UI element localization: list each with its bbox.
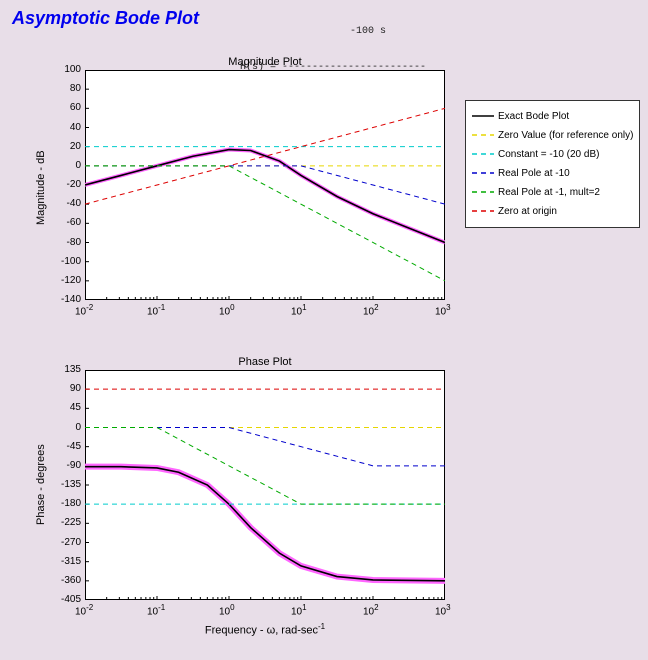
ytick-label: -80 [67, 237, 81, 248]
ytick-label: -90 [67, 460, 81, 471]
ytick-label: -120 [61, 275, 81, 286]
xtick-label: 100 [219, 603, 235, 617]
xtick-label: 10-2 [75, 603, 93, 617]
xtick-label: 10-1 [147, 603, 165, 617]
ytick-label: -100 [61, 256, 81, 267]
legend-item: Zero at origin [472, 202, 631, 221]
ytick-label: 60 [70, 102, 81, 113]
ytick-label: -40 [67, 198, 81, 209]
legend-label: Exact Bode Plot [498, 111, 569, 122]
legend-label: Constant = -10 (20 dB) [498, 149, 599, 160]
xtick-label: 101 [291, 603, 307, 617]
page-title: Asymptotic Bode Plot [12, 8, 199, 29]
phase-ylabel: Phase - degrees [35, 444, 47, 525]
ytick-label: 40 [70, 122, 81, 133]
tf-numerator: -100 s [240, 26, 436, 38]
phase-title: Phase Plot [85, 356, 445, 368]
ytick-label: -360 [61, 575, 81, 586]
legend-item: Real Pole at -10 [472, 164, 631, 183]
ytick-label: -270 [61, 537, 81, 548]
xtick-label: 103 [435, 303, 451, 317]
legend-label: Zero Value (for reference only) [498, 130, 633, 141]
ytick-label: -45 [67, 441, 81, 452]
magnitude-title: Magnitude Plot [85, 56, 445, 68]
legend-item: Exact Bode Plot [472, 107, 631, 126]
ytick-label: 135 [64, 364, 81, 375]
xtick-label: 102 [363, 603, 379, 617]
ytick-label: 45 [70, 402, 81, 413]
legend: Exact Bode Plot Zero Value (for reference… [465, 100, 640, 228]
ytick-label: -20 [67, 179, 81, 190]
ytick-label: -405 [61, 594, 81, 605]
ytick-label: 90 [70, 383, 81, 394]
ytick-label: -180 [61, 498, 81, 509]
ytick-label: 100 [64, 64, 81, 75]
legend-item: Zero Value (for reference only) [472, 126, 631, 145]
ytick-label: -315 [61, 556, 81, 567]
series-exact_halo [85, 150, 445, 243]
xtick-label: 102 [363, 303, 379, 317]
ytick-label: 80 [70, 83, 81, 94]
legend-label: Zero at origin [498, 206, 557, 217]
legend-item: Constant = -10 (20 dB) [472, 145, 631, 164]
xtick-label: 103 [435, 603, 451, 617]
phase-xlabel: Frequency - ω, rad-sec-1 [85, 622, 445, 637]
series-pole_1 [85, 166, 445, 281]
series-exact [85, 150, 445, 243]
phase-chart [85, 370, 445, 600]
ytick-label: -225 [61, 517, 81, 528]
ytick-label: -60 [67, 217, 81, 228]
series-exact_halo [85, 467, 445, 581]
xtick-label: 10-2 [75, 303, 93, 317]
ytick-label: 0 [75, 422, 81, 433]
xtick-label: 10-1 [147, 303, 165, 317]
xtick-label: 101 [291, 303, 307, 317]
ytick-label: 0 [75, 160, 81, 171]
ytick-label: -135 [61, 479, 81, 490]
ytick-label: -140 [61, 294, 81, 305]
magnitude-ylabel: Magnitude - dB [35, 150, 47, 225]
xtick-label: 100 [219, 303, 235, 317]
series-exact [85, 467, 445, 581]
series-pole_10 [85, 428, 445, 466]
magnitude-chart [85, 70, 445, 300]
ytick-label: 20 [70, 141, 81, 152]
legend-label: Real Pole at -10 [498, 168, 570, 179]
legend-label: Real Pole at -1, mult=2 [498, 187, 600, 198]
legend-item: Real Pole at -1, mult=2 [472, 183, 631, 202]
